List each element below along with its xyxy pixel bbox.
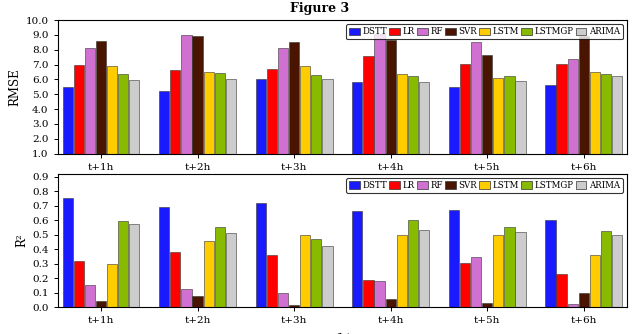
Legend: DSTT, LR, RF, SVR, LSTM, LSTMGP, ARIMA: DSTT, LR, RF, SVR, LSTM, LSTMGP, ARIMA bbox=[346, 178, 623, 193]
Bar bbox=[311, 75, 321, 168]
Bar bbox=[226, 233, 236, 307]
Bar bbox=[556, 274, 566, 307]
Bar bbox=[408, 220, 418, 307]
Bar bbox=[449, 87, 459, 168]
Bar bbox=[204, 72, 214, 168]
Bar bbox=[74, 64, 84, 168]
Bar bbox=[419, 81, 429, 168]
Y-axis label: RMSE: RMSE bbox=[8, 68, 21, 106]
Bar bbox=[170, 70, 180, 168]
Text: (b): (b) bbox=[333, 333, 351, 334]
Bar bbox=[601, 74, 611, 168]
Bar bbox=[129, 224, 140, 307]
Bar bbox=[471, 257, 481, 307]
Bar bbox=[449, 210, 459, 307]
Bar bbox=[589, 72, 600, 168]
Bar bbox=[181, 35, 191, 168]
Bar bbox=[471, 41, 481, 168]
Bar bbox=[256, 203, 266, 307]
Bar bbox=[579, 293, 589, 307]
Bar bbox=[385, 299, 396, 307]
Bar bbox=[612, 76, 622, 168]
Bar bbox=[397, 235, 407, 307]
Bar bbox=[289, 41, 300, 168]
Bar bbox=[214, 227, 225, 307]
Bar bbox=[493, 235, 504, 307]
Bar bbox=[601, 231, 611, 307]
Bar bbox=[214, 73, 225, 168]
Bar bbox=[515, 81, 525, 168]
Bar bbox=[289, 305, 300, 307]
Bar bbox=[408, 76, 418, 168]
Bar bbox=[74, 261, 84, 307]
Bar bbox=[226, 79, 236, 168]
Text: Figure 3: Figure 3 bbox=[291, 2, 349, 15]
Bar bbox=[204, 241, 214, 307]
Bar bbox=[374, 34, 385, 168]
Bar bbox=[85, 47, 95, 168]
Bar bbox=[118, 221, 129, 307]
Bar bbox=[352, 81, 362, 168]
Bar bbox=[96, 302, 106, 307]
Bar bbox=[612, 235, 622, 307]
Bar bbox=[267, 69, 277, 168]
Bar bbox=[193, 36, 203, 168]
Bar bbox=[504, 227, 515, 307]
Bar bbox=[482, 303, 492, 307]
Bar bbox=[107, 265, 117, 307]
Bar bbox=[364, 281, 374, 307]
Bar bbox=[556, 64, 566, 168]
Bar bbox=[267, 255, 277, 307]
Bar bbox=[504, 76, 515, 168]
Bar bbox=[129, 80, 140, 168]
Bar bbox=[256, 79, 266, 168]
Bar bbox=[159, 91, 170, 168]
Bar bbox=[323, 246, 333, 307]
Bar bbox=[159, 207, 170, 307]
Bar bbox=[419, 230, 429, 307]
Bar bbox=[323, 79, 333, 168]
Bar bbox=[482, 55, 492, 168]
Bar bbox=[278, 48, 288, 168]
Bar bbox=[311, 239, 321, 307]
Bar bbox=[460, 263, 470, 307]
Bar bbox=[63, 87, 73, 168]
Bar bbox=[300, 66, 310, 168]
Bar bbox=[96, 40, 106, 168]
Text: (a): (a) bbox=[334, 179, 351, 192]
Bar bbox=[568, 304, 578, 307]
Bar bbox=[352, 211, 362, 307]
Bar bbox=[545, 220, 556, 307]
Bar bbox=[193, 296, 203, 307]
Bar bbox=[397, 74, 407, 168]
Bar bbox=[385, 40, 396, 168]
Bar bbox=[568, 59, 578, 168]
Bar bbox=[374, 281, 385, 307]
Bar bbox=[364, 56, 374, 168]
Legend: DSTT, LR, RF, SVR, LSTM, LSTMGP, ARIMA: DSTT, LR, RF, SVR, LSTM, LSTMGP, ARIMA bbox=[346, 24, 623, 39]
Bar bbox=[63, 198, 73, 307]
Bar bbox=[493, 78, 504, 168]
Bar bbox=[579, 36, 589, 168]
Bar bbox=[300, 235, 310, 307]
Bar bbox=[545, 85, 556, 168]
Bar bbox=[118, 74, 129, 168]
Bar bbox=[107, 66, 117, 168]
Bar bbox=[460, 64, 470, 168]
Bar bbox=[589, 255, 600, 307]
Y-axis label: R²: R² bbox=[15, 234, 28, 247]
Bar bbox=[515, 232, 525, 307]
Bar bbox=[85, 285, 95, 307]
Bar bbox=[181, 289, 191, 307]
Bar bbox=[170, 252, 180, 307]
Bar bbox=[278, 294, 288, 307]
